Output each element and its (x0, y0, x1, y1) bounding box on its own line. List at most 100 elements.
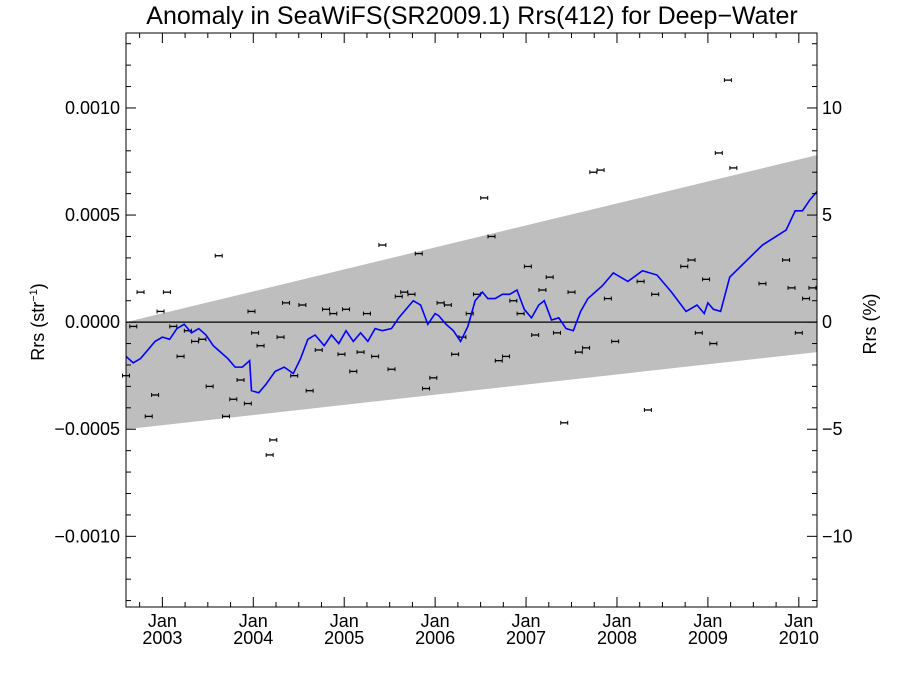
data-point (298, 303, 307, 308)
y-axis-label-sup: −1 (28, 289, 40, 302)
y-axis-label: Rrs (str−1) (28, 283, 48, 361)
data-point (429, 375, 438, 380)
data-point (129, 324, 138, 329)
y-tick-label: −0.0005 (54, 419, 120, 439)
data-point (265, 452, 274, 457)
y-axis-label-close: ) (28, 283, 48, 289)
data-point (702, 277, 711, 282)
data-point (282, 300, 291, 305)
data-point (589, 170, 598, 175)
y2-tick-label: 0 (822, 312, 832, 332)
y2-axis-label: Rrs (%) (860, 294, 880, 355)
y2-tick-label: −10 (822, 526, 853, 546)
data-point (387, 367, 396, 372)
data-point (162, 290, 171, 295)
data-point (545, 275, 554, 280)
data-point (251, 330, 260, 335)
x-tick-year: 2010 (779, 628, 819, 648)
data-point (136, 290, 145, 295)
x-tick-month: Jan (784, 611, 813, 631)
plot-area (122, 78, 818, 457)
data-point (205, 384, 214, 389)
uncertainty-envelope (126, 155, 817, 430)
data-point (523, 264, 532, 269)
data-point (596, 168, 605, 173)
data-point (509, 298, 518, 303)
x-tick-month: Jan (421, 611, 450, 631)
data-point (214, 253, 223, 258)
y-axis-label-base: Rrs (str (28, 302, 48, 361)
data-point (487, 234, 496, 239)
y-tick-label: 0.0000 (65, 312, 120, 332)
x-tick-month: Jan (693, 611, 722, 631)
data-point (362, 311, 371, 316)
x-tick-month: Jan (148, 611, 177, 631)
data-point (694, 330, 703, 335)
data-point (256, 343, 265, 348)
data-point (687, 258, 696, 263)
left-axis: −0.0010 −0.0005 0.0000 0.0005 0.0010 (54, 43, 136, 602)
plot-frame (125, 32, 818, 608)
y2-tick-label: −5 (822, 419, 843, 439)
x-tick-month: Jan (602, 611, 631, 631)
chart-title: Anomaly in SeaWiFS(SR2009.1) Rrs(412) fo… (146, 2, 797, 30)
data-point (729, 165, 738, 170)
data-point (643, 407, 652, 412)
data-point (329, 311, 338, 316)
data-point (276, 335, 285, 340)
data-point (236, 377, 245, 382)
data-point (651, 292, 660, 297)
data-point (198, 337, 207, 342)
data-point (414, 251, 423, 256)
x-tick-year: 2005 (324, 628, 364, 648)
data-point (378, 243, 387, 248)
data-point (538, 288, 547, 293)
data-point (560, 420, 569, 425)
data-point (758, 281, 767, 286)
data-point (808, 285, 817, 290)
data-point (407, 292, 416, 297)
data-point (269, 437, 278, 442)
data-point (151, 392, 160, 397)
data-point (782, 258, 791, 263)
data-point (371, 354, 380, 359)
data-point (247, 309, 256, 314)
anomaly-points (122, 78, 817, 457)
y-tick-label: 0.0005 (65, 205, 120, 225)
data-point (787, 285, 796, 290)
data-point (723, 78, 732, 83)
running-mean-line (125, 190, 818, 394)
data-point (531, 332, 540, 337)
data-point (552, 330, 561, 335)
data-point (176, 354, 185, 359)
x-tick-year: 2004 (233, 628, 273, 648)
y-tick-label: −0.0010 (54, 526, 120, 546)
data-point (603, 296, 612, 301)
data-point (443, 303, 452, 308)
data-point (156, 309, 165, 314)
y-tick-label: 0.0010 (65, 98, 120, 118)
data-point (802, 296, 811, 301)
data-point (243, 401, 252, 406)
data-point (680, 264, 689, 269)
y2-tick-label: 10 (822, 98, 842, 118)
data-point (567, 290, 576, 295)
bottom-axis: Jan2003Jan2004Jan2005Jan2006Jan2007Jan20… (139, 33, 819, 648)
data-point (451, 352, 460, 357)
data-point (494, 358, 503, 363)
data-point (342, 307, 351, 312)
data-point (480, 195, 489, 200)
data-point (502, 354, 511, 359)
right-axis: −10 −5 0 5 10 (807, 43, 853, 602)
data-point (349, 369, 358, 374)
x-tick-month: Jan (330, 611, 359, 631)
data-point (144, 414, 153, 419)
x-tick-year: 2006 (415, 628, 455, 648)
x-tick-month: Jan (239, 611, 268, 631)
x-tick-year: 2007 (506, 628, 546, 648)
data-point (714, 150, 723, 155)
data-point (356, 350, 365, 355)
data-point (290, 373, 299, 378)
data-point (582, 345, 591, 350)
